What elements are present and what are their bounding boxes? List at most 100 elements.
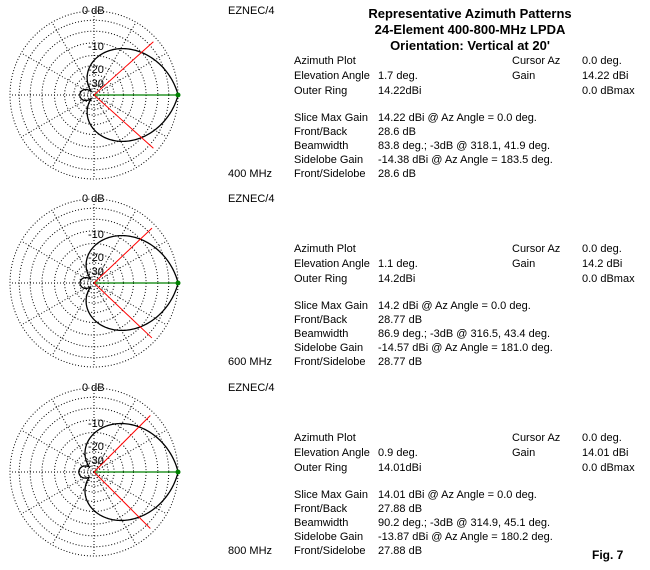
cursor-marker [175,92,181,98]
grid-spoke [93,94,137,168]
grid-spoke [93,22,137,96]
software-label: EZNEC/4 [228,382,275,394]
software-label: EZNEC/4 [228,5,275,17]
info-sidelobe-gain-label: Sidelobe Gain [294,342,364,354]
figure-label: Fig. 7 [592,548,624,562]
grid-spoke [93,471,137,545]
info-front-sidelobe-label: Front/Sidelobe [294,545,366,557]
grid-spoke [51,471,95,545]
pattern-trace [79,234,179,332]
info-elevation-angle-label: Elevation Angle [294,447,370,459]
info-front-sidelobe: 28.6 dB [378,168,416,180]
beamwidth-line-right [93,41,154,96]
info-front-sidelobe: 27.88 dB [378,545,423,557]
grid-spoke [21,52,95,96]
info-beamwidth-label: Beamwidth [294,328,349,340]
info-front-back-label: Front/Back [294,314,348,326]
cursor-marker [175,469,181,475]
info-elevation-angle: 0.9 deg. [378,447,418,459]
grid-spoke [93,282,137,356]
info-cursor-az-label: Cursor Az [512,432,561,444]
info-outer-ring-label: Outer Ring [294,273,348,285]
info-slice-max-gain-label: Slice Max Gain [294,112,368,124]
info-gain-max: 0.0 dBmax [582,85,635,97]
ring-label-10: -10 [88,229,104,241]
info-front-back-label: Front/Back [294,126,348,138]
azimuth-plot [9,198,181,368]
info-elevation-angle: 1.7 deg. [378,70,418,82]
info-sidelobe-gain: -13.87 dBi @ Az Angle = 180.2 deg. [378,531,553,543]
pattern-panel-400: 0 dB -10 -20 -30 EZNEC/4 400 MHz Azimuth Plot E… [0,0,650,190]
info-gain: 14.2 dBi [582,258,623,270]
info-slice-max-gain-label: Slice Max Gain [294,489,368,501]
info-front-back: 27.88 dB [378,503,423,515]
info-gain-max: 0.0 dBmax [582,462,635,474]
info-front-sidelobe-label: Front/Sidelobe [294,168,366,180]
ring-label-20: -20 [88,252,104,264]
info-gain-max: 0.0 dBmax [582,273,635,285]
info-cursor-az: 0.0 deg. [582,432,622,444]
info-gain-label: Gain [512,447,536,459]
title-line-3: Orientation: Vertical at 20' [390,38,550,53]
info-gain-label: Gain [512,258,536,270]
ring-label-10: -10 [88,41,104,53]
ring-label-30: -30 [88,78,104,90]
software-label: EZNEC/4 [228,193,275,205]
grid-spoke [21,282,95,326]
info-cursor-az-label: Cursor Az [512,243,561,255]
info-azimuth-plot: Azimuth Plot [294,243,356,255]
info-slice-max-gain: 14.2 dBi @ Az Angle = 0.0 deg. [378,300,531,312]
frequency-label: 600 MHz [228,356,273,368]
grid-spoke [93,240,167,284]
frequency-label: 800 MHz [228,545,273,557]
pattern-panel-600: 0 dB -10 -20 -30 EZNEC/4 600 MHz Azimuth Plot E… [0,188,650,378]
grid-spoke [51,94,95,168]
beamwidth-line-left [93,282,153,339]
info-sidelobe-gain: -14.38 dBi @ Az Angle = 183.5 deg. [378,154,553,166]
info-beamwidth-label: Beamwidth [294,140,349,152]
grid-spoke [21,429,95,473]
info-front-back-label: Front/Back [294,503,348,515]
info-gain-label: Gain [512,70,536,82]
title-line-2: 24-Element 400-800-MHz LPDA [374,22,566,37]
ring-label-20: -20 [88,64,104,76]
info-slice-max-gain: 14.22 dBi @ Az Angle = 0.0 deg. [378,112,537,124]
azimuth-plot [9,10,181,180]
beamwidth-line-right [93,415,151,473]
ring-label-30: -30 [88,266,104,278]
info-front-sidelobe: 28.77 dB [378,356,423,368]
grid-spoke [21,94,95,138]
beamwidth-line-left [93,94,154,149]
ring-label-0db: 0 dB [82,382,105,394]
info-sidelobe-gain-label: Sidelobe Gain [294,531,364,543]
info-outer-ring-label: Outer Ring [294,85,348,97]
info-sidelobe-gain: -14.57 dBi @ Az Angle = 181.0 deg. [378,342,553,354]
beamwidth-line-left [93,471,151,529]
info-beamwidth-label: Beamwidth [294,517,349,529]
info-gain: 14.22 dBi [582,70,629,82]
grid-spoke [51,282,95,356]
beamwidth-line-right [93,227,153,284]
grid-spoke [93,282,167,326]
pattern-panel-800: 0 dB -10 -20 -30 EZNEC/4 800 MHz Azimuth Plot E… [0,377,650,567]
grid-spoke [51,399,95,473]
info-outer-ring: 14.01dBi [378,462,422,474]
info-azimuth-plot: Azimuth Plot [294,55,356,67]
info-cursor-az-label: Cursor Az [512,55,561,67]
info-beamwidth: 86.9 deg.; -3dB @ 316.5, 43.4 deg. [378,328,551,340]
grid-spoke [93,471,167,515]
info-beamwidth: 90.2 deg.; -3dB @ 314.9, 45.1 deg. [378,517,551,529]
info-azimuth-plot: Azimuth Plot [294,432,356,444]
info-gain: 14.01 dBi [582,447,629,459]
info-cursor-az: 0.0 deg. [582,55,622,67]
grid-spoke [21,471,95,515]
ring-label-0db: 0 dB [82,5,105,17]
info-elevation-angle-label: Elevation Angle [294,70,370,82]
info-outer-ring: 14.22dBi [378,85,422,97]
info-beamwidth: 83.8 deg.; -3dB @ 318.1, 41.9 deg. [378,140,551,152]
info-slice-max-gain: 14.01 dBi @ Az Angle = 0.0 deg. [378,489,537,501]
title-line-1: Representative Azimuth Patterns [368,6,572,21]
info-front-back: 28.77 dB [378,314,423,326]
info-slice-max-gain-label: Slice Max Gain [294,300,368,312]
info-elevation-angle-label: Elevation Angle [294,258,370,270]
